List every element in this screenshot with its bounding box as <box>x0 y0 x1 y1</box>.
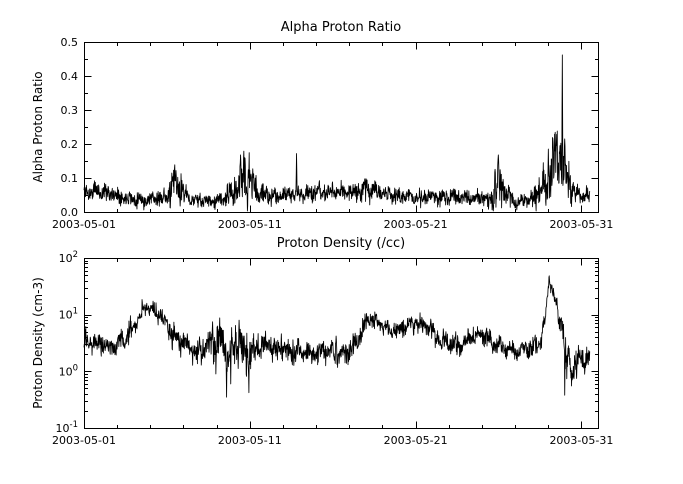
chart1-title: Alpha Proton Ratio <box>280 20 402 35</box>
y-tick-label: 0.1 <box>61 172 79 185</box>
chart1-tick-labels: 2003-05-01 2003-05-11 2003-05-21 2003-05-31… <box>52 36 613 231</box>
x-tick-label: 2003-05-31 <box>549 218 613 231</box>
chart2-title: Proton Density (/cc) <box>276 236 406 251</box>
x-tick-label: 2003-05-11 <box>218 434 282 447</box>
y-tick-label: 100 <box>59 363 78 378</box>
chart1-axes <box>84 42 599 213</box>
chart2-tick-labels: 2003-05-01 2003-05-11 2003-05-21 2003-05-31… <box>52 250 613 447</box>
x-tick-label: 2003-05-21 <box>384 434 448 447</box>
y-tick-label: 0.4 <box>61 70 79 83</box>
x-tick-label: 2003-05-31 <box>549 434 613 447</box>
chart2-data-series-line <box>83 275 591 398</box>
y-tick-label: 102 <box>59 250 78 265</box>
chart1-y-axis-label: Alpha Proton Ratio <box>31 71 45 183</box>
x-tick-label: 2003-05-01 <box>52 218 116 231</box>
y-tick-label: 0.2 <box>61 138 79 151</box>
chart1-data-series-line <box>83 54 591 212</box>
y-tick-label: 101 <box>59 307 78 322</box>
x-tick-label: 2003-05-11 <box>218 218 282 231</box>
x-tick-label: 2003-05-21 <box>384 218 448 231</box>
y-tick-label: 0.3 <box>61 104 79 117</box>
y-tick-label: 0.5 <box>61 36 79 49</box>
y-tick-label: 0.0 <box>61 206 79 219</box>
x-tick-label: 2003-05-01 <box>52 434 116 447</box>
y-tick-label: 10-1 <box>56 420 78 435</box>
chart2-y-axis-label: Proton Density (cm-3) <box>31 277 45 409</box>
